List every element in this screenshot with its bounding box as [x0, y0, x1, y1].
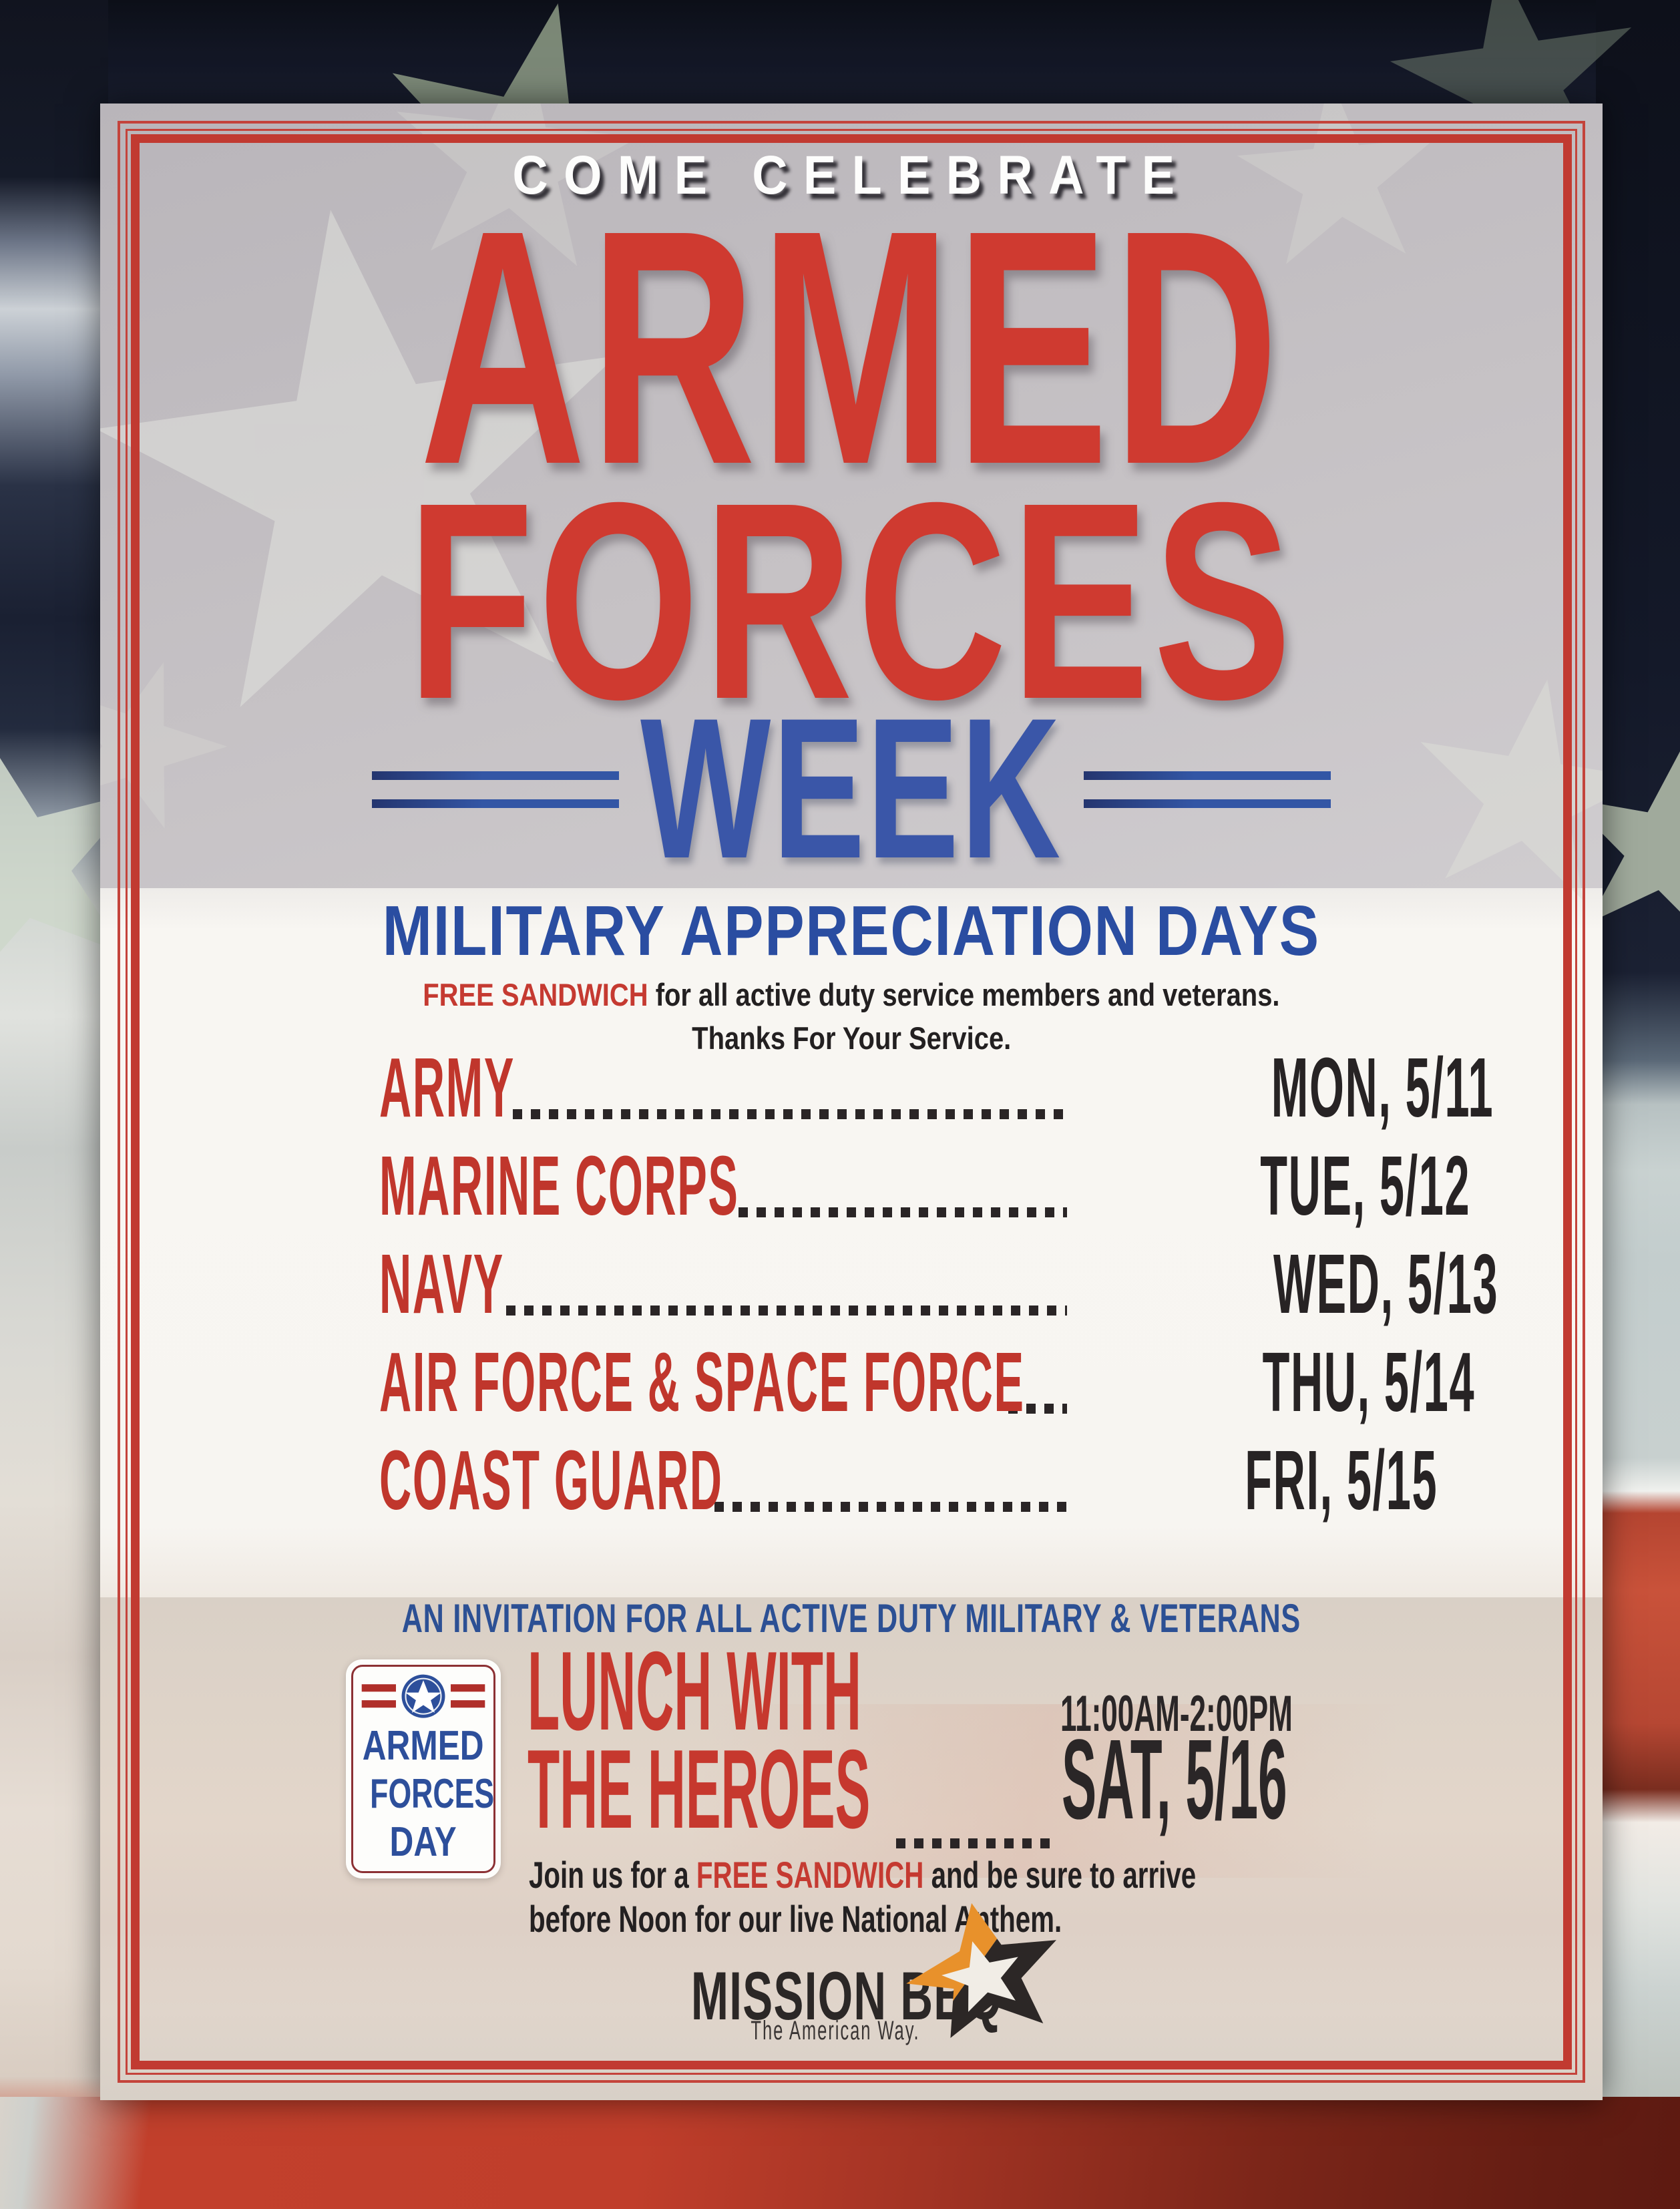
roundel-icon [361, 1674, 485, 1718]
offer-line: FREE SANDWICH for all active duty servic… [100, 976, 1603, 1013]
leader-dots [1008, 1404, 1067, 1414]
armed-forces-day-badge: ARMED FORCES DAY [346, 1659, 501, 1878]
schedule-row-army: ARMY MON, 5/11 [379, 1040, 1493, 1135]
title-armed: ARMED [419, 160, 1283, 534]
note-pre: Join us for a [529, 1854, 696, 1896]
badge-armed: ARMED [363, 1723, 484, 1769]
offer-line-2: Thanks For Your Service. [100, 1020, 1603, 1056]
flag-right-edge [1596, 0, 1680, 2209]
logo-tagline: The American Way. [751, 2016, 920, 2045]
event-title-line-2: THE HEROES [528, 1726, 871, 1852]
event-date: SAT, 5/16 [1062, 1716, 1287, 1843]
badge-forces: FORCES [370, 1770, 495, 1817]
border-outer-line [118, 121, 1585, 2083]
section-heading: MILITARY APPRECIATION DAYS [100, 895, 1603, 966]
schedule-list: ARMY MON, 5/11 MARINE CORPS TUE, 5/12 NA… [379, 1040, 1498, 1537]
schedule-row-coast-guard: COAST GUARD FRI, 5/15 [379, 1433, 1437, 1527]
eyebrow: COME CELEBRATE [100, 144, 1603, 207]
leader-dots [739, 1207, 1067, 1217]
invitation-heading-wrap: AN INVITATION FOR ALL ACTIVE DUTY MILITA… [100, 1595, 1603, 1641]
title-line-3: WEEK [100, 688, 1603, 888]
leader-dots [896, 1838, 1055, 1848]
branch-label: COAST GUARD [379, 1433, 723, 1527]
day-label: FRI, 5/15 [1245, 1433, 1438, 1527]
schedule-row-marine-corps: MARINE CORPS TUE, 5/12 [379, 1139, 1470, 1233]
logo-tagline-wrap: The American Way. [608, 2016, 920, 2046]
schedule-row-air-space-force: AIR FORCE & SPACE FORCE THU, 5/14 [379, 1335, 1474, 1429]
day-label: TUE, 5/12 [1260, 1139, 1471, 1233]
title-line-1: ARMED [100, 180, 1603, 514]
week-rule-right [1084, 771, 1331, 808]
note-highlight: FREE SANDWICH [696, 1854, 924, 1896]
week-rule-left [372, 771, 619, 808]
leader-dots [513, 1109, 1067, 1119]
leader-dots [506, 1306, 1067, 1316]
branch-label: NAVY [379, 1237, 504, 1331]
offer-rest: for all active duty service members and … [648, 977, 1280, 1012]
flag-red-stripe-bottom [0, 2097, 1680, 2209]
invitation-heading: AN INVITATION FOR ALL ACTIVE DUTY MILITA… [401, 1596, 1301, 1641]
branch-label: AIR FORCE & SPACE FORCE [379, 1335, 1025, 1429]
paper-white-band [100, 888, 1603, 1597]
branch-label: MARINE CORPS [379, 1139, 739, 1233]
event-time: 11:00AM-2:00PM [1060, 1685, 1293, 1742]
eyebrow-text: COME CELEBRATE [512, 145, 1191, 206]
leader-dots [714, 1502, 1067, 1512]
note-post: and be sure to arrive [923, 1854, 1197, 1896]
event-title-line-1: LUNCH WITH [528, 1628, 861, 1754]
offer-highlight: FREE SANDWICH [423, 977, 648, 1012]
title-week: WEEK [640, 676, 1063, 900]
event-note-line-2: before Noon for our live National Anthem… [529, 1898, 1062, 1940]
flyer-paper: COME CELEBRATE ARMED FORCES WEEK MILITAR… [100, 104, 1603, 2100]
event-note-line-1: Join us for a FREE SANDWICH and be sure … [529, 1856, 1456, 1894]
military-days-heading: MILITARY APPRECIATION DAYS [382, 891, 1321, 970]
thanks-text: Thanks For Your Service. [691, 1020, 1012, 1056]
day-label: MON, 5/11 [1271, 1040, 1494, 1135]
day-label: THU, 5/14 [1262, 1335, 1476, 1429]
title-forces: FORCES [407, 445, 1296, 758]
flag-union-top [0, 0, 1680, 114]
border-inner-line [131, 134, 1572, 2069]
border-middle-line [126, 129, 1577, 2075]
title-line-2: FORCES [100, 461, 1603, 742]
mission-bbq-star-icon [906, 1902, 1056, 2038]
flag-left-edge [0, 0, 108, 2209]
badge-day: DAY [389, 1818, 457, 1865]
schedule-row-navy: NAVY WED, 5/13 [379, 1237, 1498, 1331]
branch-label: ARMY [379, 1040, 515, 1135]
day-label: WED, 5/13 [1273, 1237, 1499, 1331]
